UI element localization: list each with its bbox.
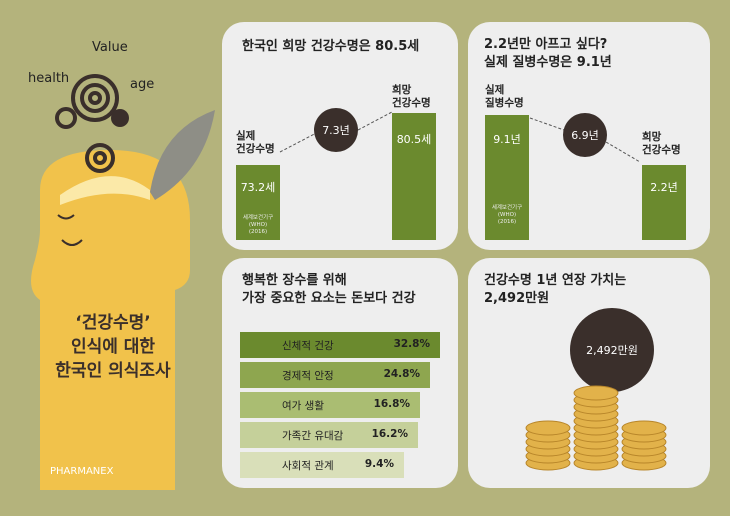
label: 희망 건강수명	[392, 84, 431, 110]
coin-stacks	[525, 385, 667, 471]
source-line: (2016)	[497, 219, 517, 225]
coin	[621, 420, 667, 436]
head	[31, 150, 190, 490]
word: health	[28, 71, 70, 86]
row-value: 32.8%	[393, 338, 430, 350]
coin	[573, 385, 619, 401]
gap-circle: 7.3년	[314, 108, 358, 152]
headline-line: ‘건강수명’	[75, 313, 151, 333]
row: 경제적 안정 24.8%	[240, 362, 430, 388]
value: 2,492만원	[586, 344, 638, 357]
illustration: PHARMANEX	[31, 74, 215, 490]
bar: 9.1년 세계보건기구(WHO) (2016)	[485, 115, 529, 240]
label-line: 실제	[236, 130, 256, 142]
title-line: 2,492만원	[484, 291, 550, 306]
row: 가족간 유대감 16.2%	[240, 422, 418, 448]
source: 세계보건기구(WHO) (2016)	[485, 205, 529, 226]
headline-line: 인식에 대한	[70, 337, 156, 357]
source-line: (2016)	[248, 229, 268, 235]
row-label: 여가 생활	[282, 400, 324, 412]
source-line: 세계보건기구(WHO)	[491, 205, 523, 218]
word: age	[130, 77, 155, 92]
brand: PHARMANEX	[50, 466, 114, 477]
label-line: 건강수명	[392, 97, 431, 109]
source: 세계보건기구(WHO) (2016)	[236, 215, 280, 236]
row-label: 신체적 건강	[282, 340, 334, 352]
title: 한국인 희망 건강수명은 80.5세	[242, 39, 420, 54]
row-value: 16.8%	[373, 398, 410, 410]
label: 실제 건강수명	[236, 130, 275, 156]
bar: 2.2년	[642, 165, 686, 240]
word: Value	[92, 40, 128, 55]
label-line: 희망	[392, 84, 412, 96]
connector	[279, 111, 393, 153]
bar: 80.5세	[392, 113, 436, 240]
label: 희망 건강수명	[642, 131, 681, 157]
label: 실제 질병수명	[485, 84, 524, 110]
gap-circle: 6.9년	[563, 113, 607, 157]
row-value: 24.8%	[383, 368, 420, 380]
head-top	[60, 176, 150, 205]
coin	[525, 420, 571, 436]
title-line: 건강수명 1년 연장 가치는	[484, 273, 627, 288]
value: 9.1년	[493, 133, 521, 146]
row: 신체적 건강 32.8%	[240, 332, 440, 358]
mouth	[61, 239, 83, 246]
connector	[529, 117, 641, 163]
title-line: 가장 중요한 요소는 돈보다 건강	[242, 291, 416, 306]
value: 80.5세	[396, 133, 432, 146]
bar: 73.2세 세계보건기구(WHO) (2016)	[236, 165, 280, 240]
row: 사회적 관계 9.4%	[240, 452, 404, 478]
eye	[57, 214, 75, 220]
row-label: 가족간 유대감	[282, 430, 344, 442]
title-line: 실제 질병수명은 9.1년	[484, 55, 612, 70]
label-line: 건강수명	[236, 143, 275, 155]
row: 여가 생활 16.8%	[240, 392, 420, 418]
row-value: 9.4%	[364, 458, 394, 470]
headline: ‘건강수명’ 인식에 대한 한국인 의식조사	[28, 312, 198, 384]
row-label: 경제적 안정	[282, 370, 334, 382]
value: 2.2년	[650, 181, 678, 194]
head-lid	[150, 110, 215, 200]
value: 73.2세	[240, 181, 276, 194]
label-line: 건강수명	[642, 144, 681, 156]
headline-line: 한국인 의식조사	[55, 361, 171, 381]
label-line: 희망	[642, 131, 662, 143]
value-circle	[570, 308, 654, 392]
title: 2.2년만 아프고 싶다? 실제 질병수명은 9.1년	[484, 36, 612, 72]
row-value: 16.2%	[371, 428, 408, 440]
spirals	[55, 74, 119, 173]
title-line: 행복한 장수를 위해	[242, 273, 347, 288]
source-line: 세계보건기구(WHO)	[242, 215, 274, 228]
title-line: 2.2년만 아프고 싶다?	[484, 37, 608, 52]
title: 건강수명 1년 연장 가치는 2,492만원	[484, 272, 626, 308]
label-line: 질병수명	[485, 97, 524, 109]
row-label: 사회적 관계	[282, 460, 334, 472]
dot	[111, 109, 129, 127]
coins	[525, 308, 667, 471]
label-line: 실제	[485, 84, 505, 96]
